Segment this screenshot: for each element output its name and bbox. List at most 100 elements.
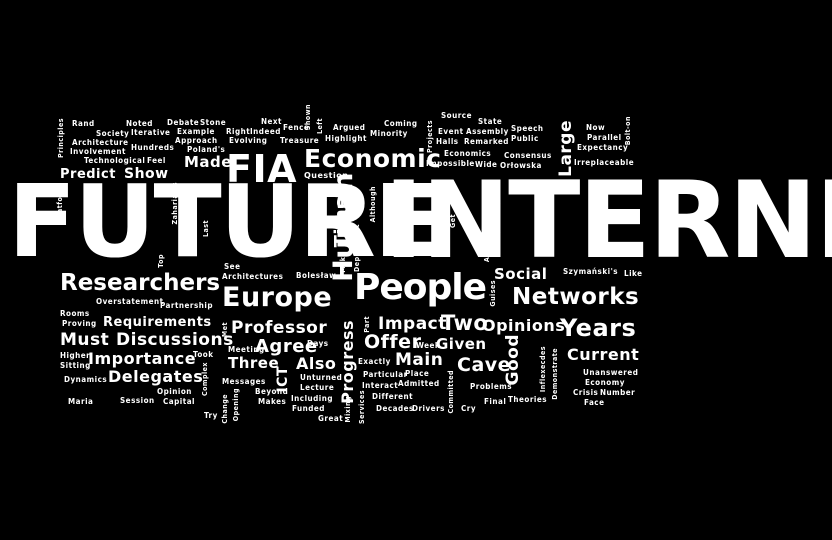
word-demonstrate: Demonstrate (551, 348, 559, 400)
word-beyond: Beyond (255, 387, 289, 396)
word-right: Right (226, 127, 251, 136)
word-agree: Agree (255, 336, 318, 357)
word-feel: Feel (147, 156, 166, 165)
word-week: Week (416, 341, 441, 350)
word-higher: Higher (60, 351, 91, 360)
word-principles: Principles (57, 118, 65, 158)
word-partnership: Partnership (160, 301, 213, 310)
word-recovery: Recovery (183, 206, 191, 243)
word-parallel: Parallel (587, 133, 622, 142)
word-problems: Problems (470, 382, 513, 391)
word-great: Great (318, 414, 344, 423)
word-platform: Platform (56, 186, 64, 221)
word-overstatement: Overstatement (96, 297, 164, 306)
word-years: Years (560, 314, 637, 342)
word-involvement: Involvement (70, 147, 126, 156)
word-zahariadis: Zahariadis (171, 182, 179, 225)
word-crisis: Crisis (573, 388, 599, 397)
word-current: Current (567, 345, 640, 364)
word-capital: Capital (163, 397, 196, 406)
word-impact: Impact (378, 314, 447, 334)
word-final: Final (484, 397, 507, 406)
word-theories: Theories (508, 395, 548, 404)
word-rooms: Rooms (60, 309, 90, 318)
word-szymanskis: Szymański's (563, 267, 619, 276)
word-days: Days (307, 339, 329, 348)
word-researchers: Researchers (60, 270, 221, 296)
word-session: Session (120, 396, 155, 405)
word-large: Large (556, 120, 576, 177)
word-rand: Rand (72, 119, 95, 128)
word-speech: Speech (511, 124, 544, 133)
word-stone: Stone (200, 118, 227, 127)
word-top: Top (157, 254, 165, 268)
word-complex: Complex (201, 362, 209, 397)
word-given: Given (436, 335, 487, 353)
word-must: Must (60, 330, 110, 350)
word-cry: Cry (461, 404, 477, 413)
word-predict: Predict (60, 167, 116, 182)
word-expectancy: Expectancy (577, 143, 629, 152)
word-state: State (478, 117, 503, 126)
word-boleslaw: Bolesław (296, 271, 337, 280)
word-minority: Minority (370, 129, 408, 138)
word-proving: Proving (62, 319, 97, 328)
word-projects: Projects (426, 120, 434, 153)
word-irreplaceable: Irreplaceable (574, 158, 635, 167)
word-noted: Noted (126, 119, 153, 128)
word-people: People (354, 267, 487, 308)
word-impossible: Impossible (426, 159, 475, 168)
word-orlowska: Orłowska (500, 161, 542, 170)
word-different: Different (372, 392, 414, 401)
word-opinion: Opinion (157, 387, 192, 396)
word-argued: Argued (333, 123, 366, 132)
word-economics: Economics (444, 149, 492, 158)
word-services: Services (358, 390, 366, 424)
word-unanswered: Unanswered (583, 368, 639, 377)
word-including: Including (291, 394, 334, 403)
word-place: Place (405, 369, 430, 378)
word-messages: Messages (222, 377, 266, 386)
word-time: Time (331, 196, 352, 248)
word-unturned: Unturned (300, 373, 343, 382)
word-deployment: Deployment (353, 224, 361, 272)
word-bolt-on: Bolt-on (624, 116, 632, 146)
word-now: Now (586, 123, 606, 132)
word-dynamics: Dynamics (64, 375, 108, 384)
word-part: Part (363, 316, 371, 333)
word-professor: Professor (231, 318, 328, 338)
word-particular: Particular (363, 370, 408, 379)
word-hundreds: Hundreds (131, 143, 175, 152)
word-see: See (224, 262, 241, 271)
word-meeting: Meeting (228, 345, 265, 354)
word-makes: Makes (258, 397, 287, 406)
word-met: Met (221, 322, 229, 338)
word-mixing: Mixing (344, 396, 352, 423)
word-iterative: Iterative (131, 128, 171, 137)
word-example: Example (177, 127, 215, 136)
word-funded: Funded (292, 404, 325, 413)
word-treasure: Treasure (280, 136, 320, 145)
word-asset: Asset (483, 240, 491, 263)
word-society: Society (96, 129, 130, 138)
word-europe: Europe (222, 282, 333, 313)
word-future: FUTURE (8, 163, 442, 280)
word-main: Main (395, 350, 444, 370)
word-shown: Shown (304, 104, 312, 131)
word-discussions: Discussions (116, 330, 234, 350)
word-took: Took (193, 350, 214, 359)
word-exactly: Exactly (358, 357, 391, 366)
word-indeed: Indeed (250, 127, 281, 136)
word-evolving: Evolving (229, 136, 268, 145)
word-committed: Committed (447, 370, 455, 414)
word-internet: INTERNET (384, 159, 832, 282)
word-although: Although (369, 186, 377, 223)
word-also: Also (296, 354, 337, 373)
word-requirements: Requirements (103, 315, 212, 330)
word-maria: Maria (68, 397, 94, 406)
word-approach: Approach (175, 136, 218, 145)
word-progress: Progress (338, 320, 357, 404)
word-debate-stone: Debate (167, 118, 200, 127)
word-sitting: Sitting (60, 361, 91, 370)
word-economy: Economy (585, 378, 625, 387)
